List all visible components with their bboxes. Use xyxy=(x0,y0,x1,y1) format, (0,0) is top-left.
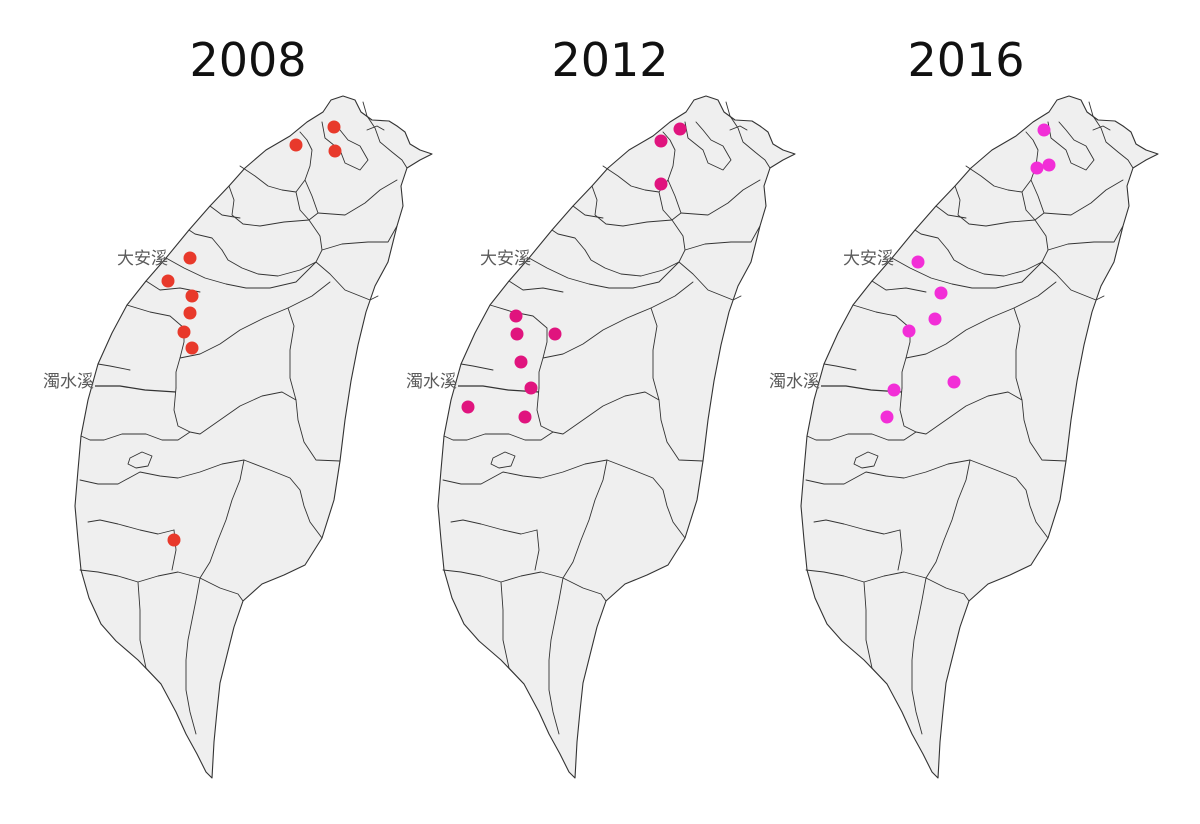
location-dot xyxy=(167,533,181,547)
location-dot xyxy=(1037,123,1051,137)
location-dot xyxy=(947,375,961,389)
location-dot xyxy=(518,410,532,424)
location-dot xyxy=(548,327,562,341)
location-dot xyxy=(185,289,199,303)
taiwan-map xyxy=(800,95,1159,779)
location-dot xyxy=(887,383,901,397)
location-dot xyxy=(185,341,199,355)
location-dot xyxy=(654,177,668,191)
year-title-2012: 2012 xyxy=(551,33,668,87)
river-label-zhuoshui: 濁水溪 xyxy=(406,372,457,392)
location-dot xyxy=(509,309,523,323)
location-dot xyxy=(327,120,341,134)
location-dot xyxy=(880,410,894,424)
location-dot xyxy=(934,286,948,300)
taiwan-map xyxy=(74,95,433,779)
location-dot xyxy=(902,324,916,338)
location-dot xyxy=(328,144,342,158)
location-dot xyxy=(183,306,197,320)
year-title-2008: 2008 xyxy=(189,33,306,87)
year-title-2016: 2016 xyxy=(907,33,1024,87)
river-label-zhuoshui: 濁水溪 xyxy=(769,372,820,392)
location-dot xyxy=(510,327,524,341)
location-dot xyxy=(161,274,175,288)
location-dot xyxy=(911,255,925,269)
location-dot xyxy=(1030,161,1044,175)
location-dot xyxy=(654,134,668,148)
river-label-daan: 大安溪 xyxy=(117,249,168,269)
river-label-daan: 大安溪 xyxy=(843,249,894,269)
location-dot xyxy=(514,355,528,369)
location-dot xyxy=(183,251,197,265)
location-dot xyxy=(928,312,942,326)
location-dot xyxy=(524,381,538,395)
taiwan-map xyxy=(437,95,796,779)
location-dot xyxy=(461,400,475,414)
river-label-zhuoshui: 濁水溪 xyxy=(43,372,94,392)
location-dot xyxy=(177,325,191,339)
location-dot xyxy=(673,122,687,136)
location-dot xyxy=(1042,158,1056,172)
location-dot xyxy=(289,138,303,152)
river-label-daan: 大安溪 xyxy=(480,249,531,269)
